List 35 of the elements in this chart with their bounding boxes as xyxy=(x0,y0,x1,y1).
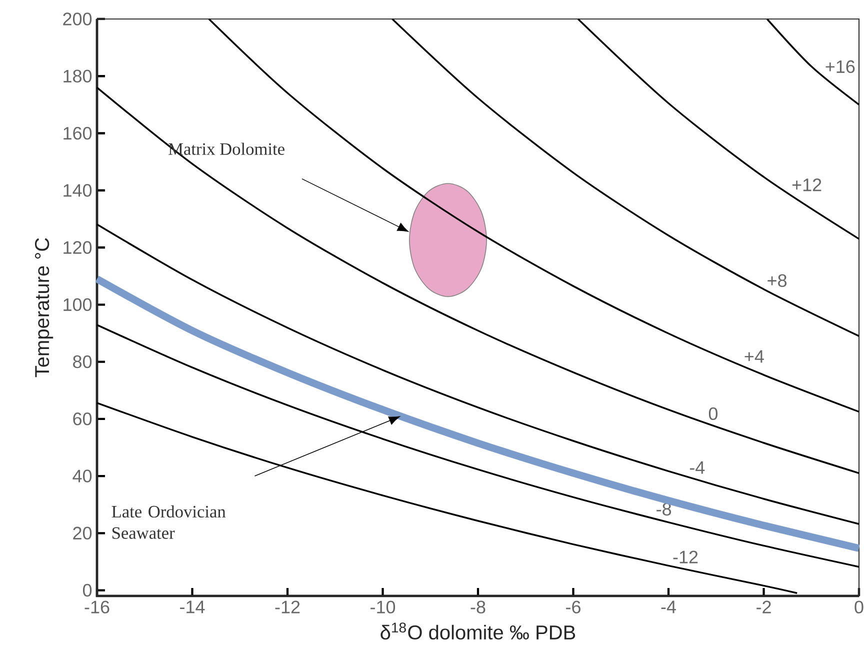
x-tick-label: -16 xyxy=(84,600,110,614)
y-tick-label: 0 xyxy=(82,584,92,597)
y-axis-title: Temperature °C xyxy=(34,238,54,378)
x-tick-label: -12 xyxy=(275,600,300,614)
x-tick-label: -10 xyxy=(370,600,396,614)
y-tick-label: 20 xyxy=(73,526,92,540)
x-tick-label: -8 xyxy=(470,600,486,614)
x-axis-title: δ$^{18}$O dolomite ‰ PDB xyxy=(380,622,576,640)
x-tick-label: 0 xyxy=(854,600,864,614)
y-tick-label: 140 xyxy=(64,184,92,197)
line-series xyxy=(96,86,860,474)
series-label: +12 xyxy=(792,178,822,192)
series-label: -4 xyxy=(690,461,705,474)
y-tick-label: 120 xyxy=(64,241,92,254)
series-label: +16 xyxy=(826,60,855,74)
y-tick-label: 60 xyxy=(73,412,92,426)
series-label: +4 xyxy=(744,350,764,363)
x-tick-label: -14 xyxy=(180,600,205,614)
line-series xyxy=(96,324,860,568)
line-series xyxy=(391,18,860,337)
line-series xyxy=(577,18,860,240)
annotation: Late Ordovician Seawater xyxy=(112,505,226,539)
y-tick-label: 180 xyxy=(64,70,92,82)
y-tick-label: 100 xyxy=(64,298,92,311)
y-tick-label: 160 xyxy=(64,126,92,140)
y-tick-label: 80 xyxy=(73,355,92,368)
series-label: -12 xyxy=(673,550,698,564)
series-label: 0 xyxy=(708,407,718,420)
x-tick-label: -6 xyxy=(566,600,580,614)
x-tick-label: -4 xyxy=(661,600,676,614)
line-series xyxy=(96,224,860,525)
x-tick-label: -2 xyxy=(756,600,771,614)
y-tick-label: 200 xyxy=(63,12,92,26)
y-tick-label: 40 xyxy=(72,470,92,482)
series-label: +8 xyxy=(768,274,787,287)
